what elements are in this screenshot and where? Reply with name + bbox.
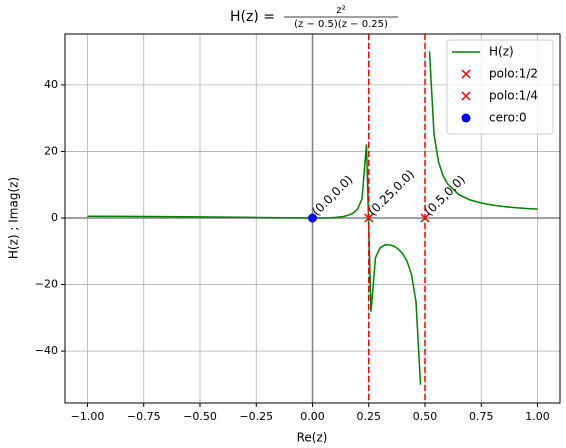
- x-tick-label: 0.75: [469, 410, 494, 423]
- y-tick-label: 40: [44, 78, 58, 91]
- annotation: (0.0,0.0): [309, 172, 355, 218]
- legend-marker: [461, 113, 471, 123]
- legend-marker: [461, 91, 471, 101]
- y-tick-label: −20: [35, 278, 58, 291]
- legend-marker: [461, 69, 471, 79]
- x-tick-label: −0.25: [239, 410, 273, 423]
- plot-frame: [64, 33, 561, 404]
- x-tick-label: 1.00: [525, 410, 550, 423]
- x-tick-label: 0.25: [357, 410, 382, 423]
- annotation: (0.25,0.0): [365, 167, 417, 219]
- title-numerator: z²: [336, 5, 345, 16]
- legend-label: polo:1/2: [489, 67, 538, 81]
- x-tick-label: 0.00: [300, 410, 325, 423]
- x-tick-label: 0.50: [413, 410, 438, 423]
- y-tick-label: 0: [51, 211, 58, 224]
- legend-label: polo:1/4: [489, 89, 538, 103]
- legend-label: H(z): [489, 45, 514, 59]
- x-tick-label: −1.00: [71, 410, 105, 423]
- legend-label: cero:0: [489, 111, 527, 125]
- y-axis-label: H(z) ; Imag(z): [7, 177, 21, 259]
- x-tick-label: −0.50: [183, 410, 217, 423]
- scatter-point: [308, 213, 317, 223]
- y-tick-label: −40: [35, 344, 58, 357]
- scatter-x: [420, 213, 430, 223]
- legend-box: [446, 39, 554, 135]
- title-denominator: (z − 0.5)(z − 0.25): [294, 19, 388, 30]
- chart-title: H(z) =: [230, 9, 275, 25]
- y-tick-label: 20: [44, 144, 58, 157]
- x-tick-label: −0.75: [127, 410, 161, 423]
- x-axis-label: Re(z): [297, 431, 328, 445]
- scatter-x: [364, 213, 374, 223]
